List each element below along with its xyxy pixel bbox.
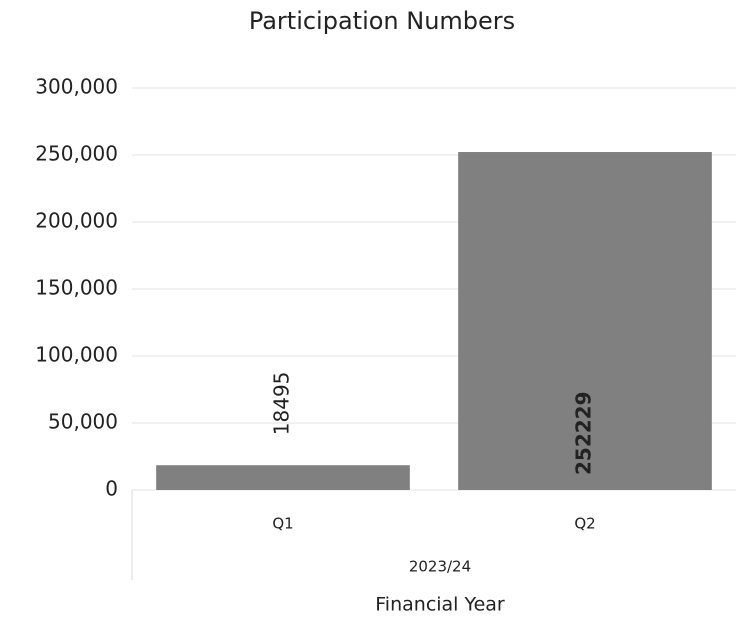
data-label: 252229	[572, 392, 596, 476]
y-tick-label: 150,000	[35, 276, 118, 300]
bar	[458, 152, 712, 491]
x-axis-title: Financial Year	[375, 594, 505, 616]
x-tick-label: Q2	[574, 515, 595, 533]
data-label: 18495	[270, 372, 294, 436]
y-tick-label: 0	[105, 477, 118, 501]
group-label: 2023/24	[409, 558, 471, 576]
y-tick-label: 300,000	[35, 75, 118, 99]
x-tick-label: Q1	[272, 515, 293, 533]
y-tick-label: 250,000	[35, 142, 118, 166]
chart-title: Participation Numbers	[249, 7, 515, 35]
y-tick-label: 200,000	[35, 209, 118, 233]
y-tick-label: 50,000	[48, 410, 118, 434]
bar	[156, 465, 410, 490]
y-tick-label: 100,000	[35, 343, 118, 367]
